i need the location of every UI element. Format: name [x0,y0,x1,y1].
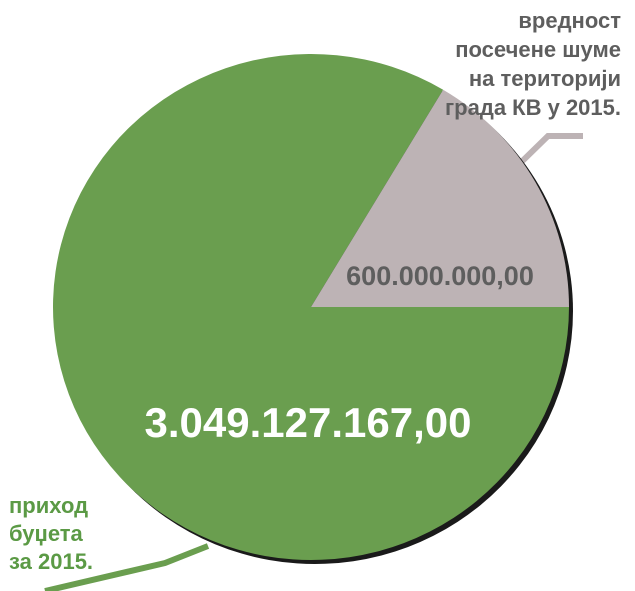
legend-line: посечене шуме [455,37,621,62]
legend-line: за 2015. [9,549,94,574]
legend-line: приход [9,493,89,518]
legend-line: буџета [9,521,83,546]
legend-label-budget-income: приход буџета за 2015. [9,492,93,576]
legend-line: вредност [518,8,621,33]
leader-line-budget-income [44,543,210,591]
value-label-forest-value: 600.000.000,00 [346,261,534,291]
legend-line: града КВ у 2015. [445,95,621,120]
legend-label-forest-value: вредност посечене шуме на територији гра… [445,6,621,122]
legend-line: на територији [468,66,621,91]
value-label-budget-income: 3.049.127.167,00 [145,399,472,446]
pie-slice-forest-value [311,89,569,307]
